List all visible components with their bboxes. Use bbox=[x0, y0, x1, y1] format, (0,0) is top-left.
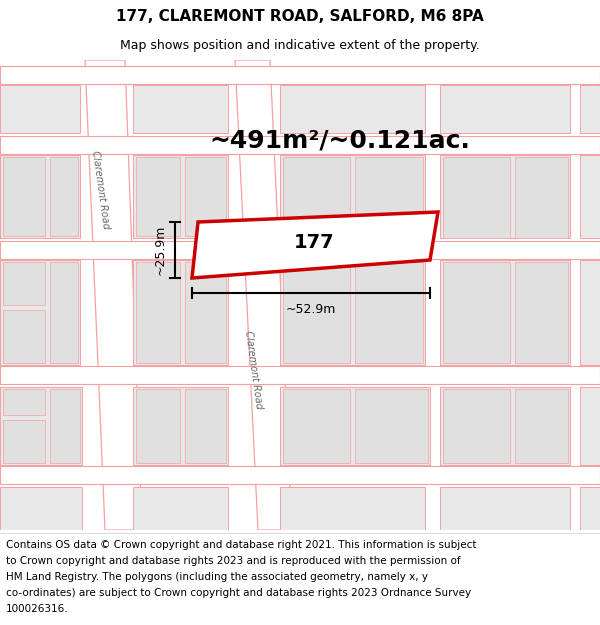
Polygon shape bbox=[50, 157, 78, 236]
Polygon shape bbox=[515, 389, 568, 463]
Polygon shape bbox=[136, 262, 180, 363]
Polygon shape bbox=[0, 66, 600, 84]
Polygon shape bbox=[440, 260, 570, 365]
Polygon shape bbox=[0, 487, 82, 530]
Polygon shape bbox=[580, 85, 600, 133]
Polygon shape bbox=[280, 155, 425, 238]
Polygon shape bbox=[0, 366, 600, 384]
Polygon shape bbox=[3, 157, 45, 236]
Polygon shape bbox=[355, 157, 423, 238]
Polygon shape bbox=[283, 389, 350, 463]
Polygon shape bbox=[133, 155, 228, 238]
Polygon shape bbox=[185, 262, 226, 363]
Polygon shape bbox=[136, 389, 180, 463]
Polygon shape bbox=[0, 136, 600, 154]
Polygon shape bbox=[580, 487, 600, 530]
Polygon shape bbox=[185, 389, 226, 463]
Polygon shape bbox=[515, 262, 568, 363]
Polygon shape bbox=[133, 260, 228, 365]
Polygon shape bbox=[283, 157, 350, 238]
Polygon shape bbox=[355, 262, 423, 363]
Polygon shape bbox=[440, 155, 570, 238]
Text: 100026316.: 100026316. bbox=[6, 604, 68, 614]
Text: HM Land Registry. The polygons (including the associated geometry, namely x, y: HM Land Registry. The polygons (includin… bbox=[6, 572, 428, 582]
Polygon shape bbox=[440, 85, 570, 133]
Polygon shape bbox=[580, 387, 600, 465]
Polygon shape bbox=[133, 387, 228, 465]
Polygon shape bbox=[50, 389, 80, 463]
Polygon shape bbox=[0, 155, 80, 238]
Text: ~25.9m: ~25.9m bbox=[154, 225, 167, 275]
Polygon shape bbox=[235, 60, 292, 530]
Text: ~52.9m: ~52.9m bbox=[286, 303, 336, 316]
Polygon shape bbox=[580, 260, 600, 365]
Polygon shape bbox=[283, 262, 350, 363]
Polygon shape bbox=[515, 157, 568, 238]
Polygon shape bbox=[0, 260, 80, 365]
Polygon shape bbox=[3, 310, 45, 363]
Polygon shape bbox=[192, 212, 438, 278]
Polygon shape bbox=[355, 389, 428, 463]
Text: 177: 177 bbox=[294, 234, 335, 253]
Text: Claremont Road: Claremont Road bbox=[89, 150, 110, 230]
Text: Map shows position and indicative extent of the property.: Map shows position and indicative extent… bbox=[120, 39, 480, 51]
Polygon shape bbox=[280, 260, 425, 365]
Text: Claremont Road: Claremont Road bbox=[242, 330, 263, 410]
Polygon shape bbox=[280, 387, 430, 465]
Polygon shape bbox=[0, 466, 600, 484]
Polygon shape bbox=[580, 155, 600, 238]
Polygon shape bbox=[0, 85, 80, 133]
Polygon shape bbox=[133, 85, 228, 133]
Polygon shape bbox=[440, 487, 570, 530]
Polygon shape bbox=[136, 157, 180, 236]
Text: ~491m²/~0.121ac.: ~491m²/~0.121ac. bbox=[209, 128, 470, 152]
Polygon shape bbox=[443, 389, 510, 463]
Text: Contains OS data © Crown copyright and database right 2021. This information is : Contains OS data © Crown copyright and d… bbox=[6, 539, 476, 549]
Polygon shape bbox=[443, 262, 510, 363]
Polygon shape bbox=[185, 157, 226, 236]
Polygon shape bbox=[3, 262, 45, 305]
Polygon shape bbox=[50, 262, 78, 363]
Polygon shape bbox=[280, 487, 425, 530]
Polygon shape bbox=[440, 387, 570, 465]
Polygon shape bbox=[443, 157, 510, 238]
Polygon shape bbox=[0, 241, 600, 259]
Polygon shape bbox=[280, 85, 425, 133]
Polygon shape bbox=[0, 387, 82, 465]
Polygon shape bbox=[3, 389, 45, 415]
Polygon shape bbox=[85, 60, 142, 530]
Polygon shape bbox=[133, 487, 228, 530]
Polygon shape bbox=[3, 420, 45, 463]
Text: 177, CLAREMONT ROAD, SALFORD, M6 8PA: 177, CLAREMONT ROAD, SALFORD, M6 8PA bbox=[116, 9, 484, 24]
Text: to Crown copyright and database rights 2023 and is reproduced with the permissio: to Crown copyright and database rights 2… bbox=[6, 556, 461, 566]
Text: co-ordinates) are subject to Crown copyright and database rights 2023 Ordnance S: co-ordinates) are subject to Crown copyr… bbox=[6, 588, 471, 598]
